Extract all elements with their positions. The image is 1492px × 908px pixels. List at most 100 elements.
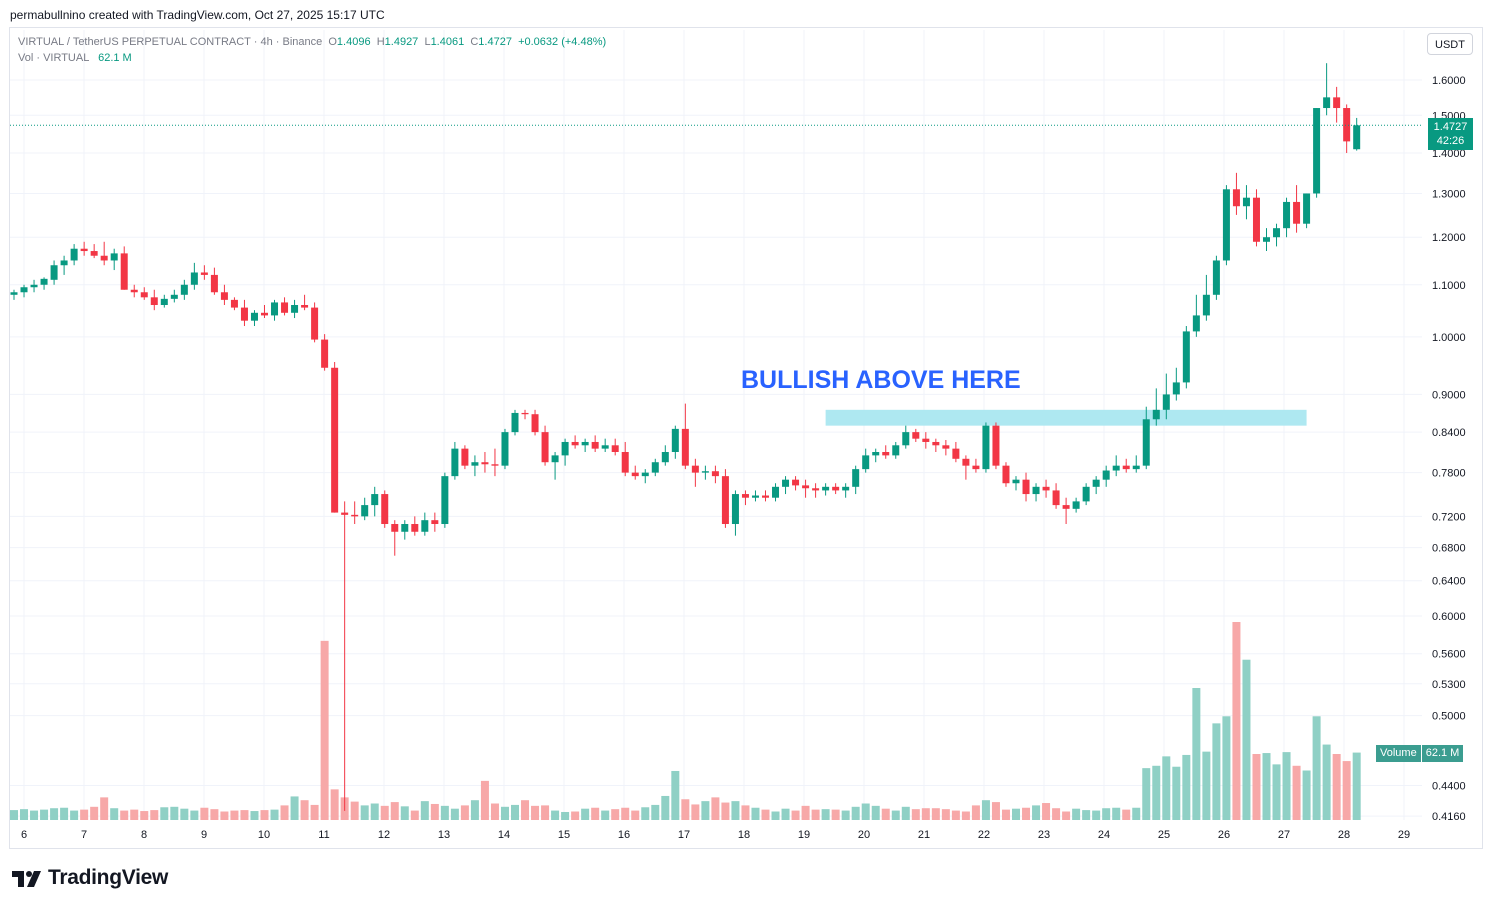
price-tick-label: 1.4000 xyxy=(1432,148,1466,160)
time-tick-label: 10 xyxy=(258,829,270,841)
volume-bar xyxy=(1232,622,1241,820)
volume-legend-label[interactable]: Vol · VIRTUAL xyxy=(18,52,89,64)
candle xyxy=(1252,189,1260,247)
candle xyxy=(782,476,790,495)
legend-symbol[interactable]: VIRTUAL / TetherUS PERPETUAL CONTRACT · … xyxy=(18,36,323,48)
candle xyxy=(60,255,68,275)
price-tick-label: 0.4400 xyxy=(1432,780,1466,792)
candle xyxy=(1002,462,1010,487)
volume-bar xyxy=(891,810,900,820)
time-tick-label: 14 xyxy=(498,829,510,841)
candle xyxy=(261,305,268,319)
volume-badge-label: Volume xyxy=(1376,745,1421,762)
volume-bar xyxy=(110,808,119,820)
volume-bar xyxy=(1292,765,1301,820)
price-tick-label: 0.9000 xyxy=(1432,389,1466,401)
volume-bar xyxy=(1042,803,1051,820)
candle-body xyxy=(621,451,629,473)
volume-bar xyxy=(761,809,770,820)
candle-body xyxy=(341,512,349,515)
time-tick-label: 26 xyxy=(1218,829,1230,841)
legend-open: 1.4096 xyxy=(336,36,371,48)
candle-body xyxy=(431,520,439,525)
volume-bar xyxy=(1182,754,1191,820)
tradingview-logo-text: TradingView xyxy=(48,866,169,889)
candle-body xyxy=(230,299,238,308)
candle-body xyxy=(281,302,289,313)
currency-button[interactable]: USDT xyxy=(1427,33,1473,55)
bullish-annotation-text[interactable]: BULLISH ABOVE HERE xyxy=(741,366,1021,394)
candle xyxy=(170,289,178,303)
candle-body xyxy=(110,253,118,261)
time-tick-label: 11 xyxy=(318,829,329,841)
candle xyxy=(271,299,279,321)
candle-body xyxy=(60,260,68,266)
candle xyxy=(661,445,669,466)
candle-body xyxy=(932,441,940,446)
volume-bar xyxy=(440,805,449,820)
tradingview-logo[interactable]: TradingView xyxy=(12,866,168,890)
candle-body xyxy=(1333,97,1341,109)
candle xyxy=(10,289,18,300)
candle xyxy=(481,451,489,473)
candle xyxy=(341,501,349,811)
volume-bar xyxy=(100,797,109,820)
time-tick-label: 22 xyxy=(978,829,990,841)
candle xyxy=(671,425,679,459)
legend-close-label: C xyxy=(470,36,479,48)
candle xyxy=(681,403,689,470)
candle-body xyxy=(1122,465,1130,470)
candle-body xyxy=(1092,479,1100,487)
candle xyxy=(701,465,709,480)
candle xyxy=(291,299,299,319)
candle-body xyxy=(772,486,780,498)
time-axis: 6 7 8 9 10 11 12 13 14 15 16 17 18 19 20 21 22 23 24 25 26 27… xyxy=(21,829,1410,841)
volume-bar xyxy=(1132,807,1141,820)
candle xyxy=(311,302,319,343)
volume-bar xyxy=(330,789,339,820)
candle xyxy=(491,448,499,477)
time-tick-label: 17 xyxy=(678,829,690,841)
candle-body xyxy=(361,505,369,517)
volume-bar xyxy=(1352,752,1361,820)
candle xyxy=(230,297,238,311)
time-tick-label: 28 xyxy=(1338,829,1350,841)
time-tick-label: 23 xyxy=(1038,829,1050,841)
volume-bar xyxy=(320,640,329,820)
price-tick-label: 0.7200 xyxy=(1432,511,1466,523)
candle xyxy=(240,299,248,327)
candle-body xyxy=(782,479,790,487)
volume-bar xyxy=(160,807,169,820)
candle xyxy=(1012,476,1020,491)
chart-author-header: permabullnino created with TradingView.c… xyxy=(10,8,385,22)
candle-body xyxy=(1323,97,1331,109)
candle xyxy=(721,469,729,528)
candle xyxy=(401,520,409,540)
volume-bar xyxy=(591,807,600,820)
volume-bar xyxy=(260,810,269,820)
candle xyxy=(972,458,980,473)
candle xyxy=(561,438,569,466)
candle-body xyxy=(852,469,860,487)
candle xyxy=(591,435,599,452)
price-tick-label: 0.6000 xyxy=(1432,611,1466,623)
volume-bar xyxy=(90,806,99,820)
candle-body xyxy=(681,428,689,466)
resistance-zone xyxy=(825,409,1307,426)
candle-body xyxy=(751,495,759,498)
volume-bar xyxy=(521,800,530,820)
volume-bar xyxy=(1142,768,1151,820)
candle-body xyxy=(972,465,980,470)
candle-body xyxy=(120,253,128,290)
candle xyxy=(1222,185,1230,266)
candle xyxy=(551,451,559,480)
candle xyxy=(130,284,138,298)
candle-body xyxy=(411,524,419,532)
candle xyxy=(100,241,108,266)
volume-bar xyxy=(490,803,499,820)
candle-body xyxy=(1293,201,1301,224)
candle-body xyxy=(1242,197,1250,207)
candle xyxy=(812,483,820,498)
candles xyxy=(10,63,1361,811)
